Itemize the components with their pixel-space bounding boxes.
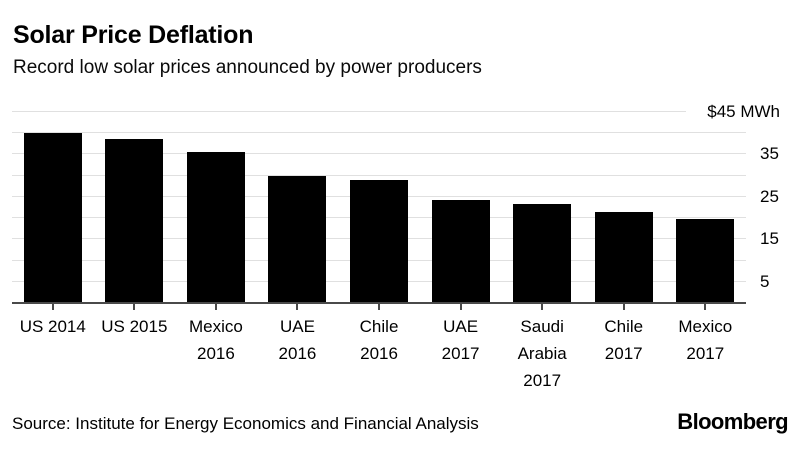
x-axis-labels: US 2014 US 2015 Mexico 2016 UAE 2016 Chile 2016… <box>12 313 746 394</box>
bar-cell-uae-2016 <box>257 112 339 303</box>
bar-cell-uae-2017 <box>420 112 502 303</box>
gridline-45 <box>12 111 686 112</box>
bar-chile-2016 <box>350 179 409 303</box>
y-label-35: 35 <box>760 144 779 164</box>
x-label-line: 2017 <box>441 344 480 363</box>
bar-chile-2017 <box>594 211 653 303</box>
x-label-line: UAE <box>279 317 315 336</box>
x-label-line: Chile <box>604 317 644 336</box>
x-tick-mexico-2017 <box>704 304 707 310</box>
tick-cell-mexico-2017 <box>665 304 747 310</box>
x-tick-chile-2017 <box>622 304 625 310</box>
bar-uae-2017 <box>431 200 490 303</box>
bars-layer <box>12 112 746 303</box>
x-tick-saudi-arabia-2017 <box>541 304 544 310</box>
bar-cell-mexico-2017 <box>665 112 747 303</box>
x-label-saudi-arabia-2017: Saudi Arabia 2017 <box>501 313 583 394</box>
chart-title: Solar Price Deflation <box>13 21 254 49</box>
bar-saudi-arabia-2017 <box>513 203 572 303</box>
x-label-line: 2016 <box>196 344 235 363</box>
source-note: Source: Institute for Energy Economics a… <box>12 414 479 433</box>
y-label-45: $45 MWh <box>707 102 780 121</box>
x-label-chile-2016: Chile 2016 <box>338 313 420 394</box>
x-label-mexico-2016: Mexico 2016 <box>175 313 257 394</box>
bar-mexico-2016 <box>186 152 245 303</box>
bar-uae-2016 <box>268 176 327 303</box>
bar-cell-us-2015 <box>94 112 176 303</box>
x-label-us-2015: US 2015 <box>94 313 176 394</box>
bar-cell-chile-2016 <box>338 112 420 303</box>
x-label-line: 2017 <box>523 371 562 390</box>
tick-cell-chile-2016 <box>338 304 420 310</box>
x-label-line: 2016 <box>360 344 398 363</box>
x-label-line: Chile <box>359 317 399 336</box>
bar-cell-chile-2017 <box>583 112 665 303</box>
x-label-line: 2017 <box>604 344 643 363</box>
bar-mexico-2017 <box>676 218 735 303</box>
x-tick-mexico-2016 <box>214 304 217 310</box>
x-tick-uae-2017 <box>459 304 462 310</box>
tick-cell-us-2014 <box>12 304 94 310</box>
x-label-uae-2016: UAE 2016 <box>257 313 339 394</box>
x-tick-uae-2016 <box>296 304 299 310</box>
tick-cell-saudi-arabia-2017 <box>501 304 583 310</box>
x-label-line: US 2015 <box>101 317 168 336</box>
x-tick-us-2015 <box>133 304 136 310</box>
y-label-25: 25 <box>760 186 779 206</box>
tick-cell-uae-2016 <box>257 304 339 310</box>
x-label-line: Arabia <box>517 344 567 363</box>
y-label-15: 15 <box>760 229 779 249</box>
bar-cell-us-2014 <box>12 112 94 303</box>
x-label-line: 2016 <box>278 344 317 363</box>
tick-cell-us-2015 <box>94 304 176 310</box>
tick-cell-uae-2017 <box>420 304 502 310</box>
bar-us-2014 <box>23 133 82 303</box>
gridline-40 <box>12 132 746 134</box>
tick-cell-chile-2017 <box>583 304 665 310</box>
x-label-chile-2017: Chile 2017 <box>583 313 665 394</box>
x-label-uae-2017: UAE 2017 <box>420 313 502 394</box>
x-label-line: UAE <box>443 317 479 336</box>
x-label-mexico-2017: Mexico 2017 <box>665 313 747 394</box>
gridline-30 <box>12 174 746 176</box>
plot-area <box>12 111 746 304</box>
bar-cell-saudi-arabia-2017 <box>501 112 583 303</box>
tick-cell-mexico-2016 <box>175 304 257 310</box>
chart-subtitle: Record low solar prices announced by pow… <box>13 57 482 78</box>
x-axis-baseline <box>12 302 746 304</box>
x-axis-ticks <box>12 304 746 310</box>
x-label-us-2014: US 2014 <box>12 313 94 394</box>
x-tick-chile-2016 <box>378 304 381 310</box>
x-label-line: Saudi <box>520 317 564 336</box>
x-label-line: Mexico <box>678 317 733 336</box>
bar-us-2015 <box>105 138 164 303</box>
x-label-line: US 2014 <box>19 317 86 336</box>
bar-cell-mexico-2016 <box>175 112 257 303</box>
x-label-line: 2017 <box>686 344 725 363</box>
x-tick-us-2014 <box>51 304 54 310</box>
gridline-35 <box>12 153 746 155</box>
bloomberg-logo: Bloomberg <box>677 409 788 434</box>
y-label-5: 5 <box>760 271 770 291</box>
x-label-line: Mexico <box>188 317 243 336</box>
